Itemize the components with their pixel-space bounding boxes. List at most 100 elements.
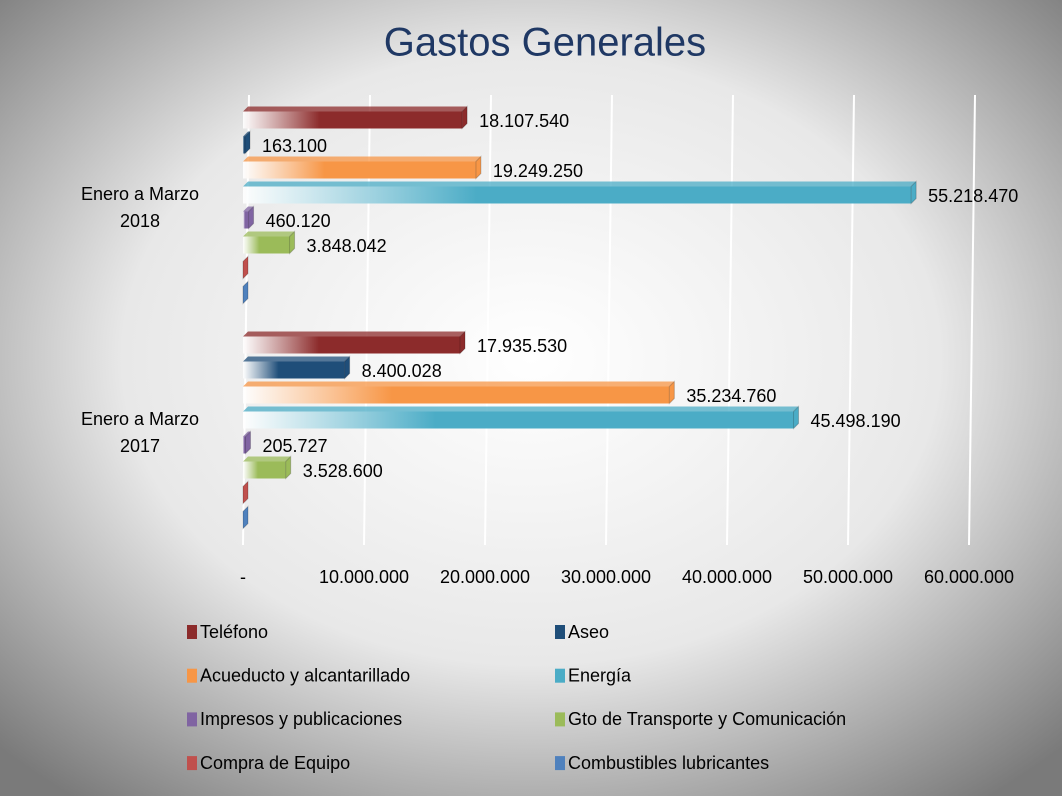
data-label: 19.249.250 xyxy=(493,161,583,181)
bar-side xyxy=(475,155,482,180)
bar-side xyxy=(344,355,351,380)
bar-side xyxy=(289,230,296,255)
legend-label: Aseo xyxy=(568,622,609,642)
bar-side xyxy=(242,255,249,280)
data-label: 55.218.470 xyxy=(928,186,1018,206)
x-tick-label: 60.000.000 xyxy=(924,567,1014,587)
legend-label: Energía xyxy=(568,665,632,685)
bar xyxy=(243,130,251,155)
bar xyxy=(243,380,675,405)
legend-swatch xyxy=(187,712,197,727)
data-label: 8.400.028 xyxy=(362,361,442,381)
legend-swatch xyxy=(187,625,197,639)
bar-top xyxy=(243,106,468,112)
x-tick-label: 20.000.000 xyxy=(440,567,530,587)
bar-face xyxy=(243,386,670,404)
grid-line xyxy=(847,94,855,546)
bar xyxy=(243,205,255,230)
bar-side xyxy=(459,330,466,355)
bar-side xyxy=(910,180,917,205)
bar xyxy=(243,330,466,355)
bar-top xyxy=(243,331,466,337)
bar-top xyxy=(243,181,917,187)
bar xyxy=(242,480,249,505)
bar-side xyxy=(242,505,249,530)
bar-top xyxy=(243,156,481,162)
bar-face xyxy=(243,161,476,179)
bar xyxy=(243,355,351,380)
bar xyxy=(242,280,249,305)
legend-swatch xyxy=(555,668,565,683)
bar-face xyxy=(243,461,286,479)
grid-line xyxy=(605,94,613,546)
bar-side xyxy=(461,105,468,130)
bar-side xyxy=(242,480,249,505)
bar xyxy=(243,405,800,430)
data-label: 35.234.760 xyxy=(686,386,776,406)
legend-swatch xyxy=(555,625,565,639)
bar-side xyxy=(244,130,251,155)
bar-side xyxy=(244,430,251,455)
legend-swatch xyxy=(187,668,197,683)
bar xyxy=(243,230,296,255)
bar-face xyxy=(243,186,912,204)
bar-face xyxy=(243,111,463,129)
y-tick-label: Enero a Marzo 2018 xyxy=(80,183,200,231)
legend-swatch xyxy=(555,756,565,771)
bar xyxy=(243,155,482,180)
grid-line xyxy=(726,94,734,546)
x-tick-label: 50.000.000 xyxy=(803,567,893,587)
bar-top xyxy=(243,356,350,362)
bar-top xyxy=(243,406,799,412)
data-label: 45.498.190 xyxy=(811,411,901,431)
bar xyxy=(243,105,468,130)
legend-label: Impresos y publicaciones xyxy=(200,709,402,729)
bar-face xyxy=(243,136,245,154)
legend-label: Teléfono xyxy=(200,622,268,642)
data-label: 3.848.042 xyxy=(307,236,387,256)
bar-top xyxy=(243,431,251,437)
legend-label: Gto de Transporte y Comunicación xyxy=(568,709,846,729)
bar-top xyxy=(243,381,675,387)
legend-label: Combustibles lubricantes xyxy=(568,753,769,773)
bar-side xyxy=(285,455,292,480)
data-label: 205.727 xyxy=(262,436,327,456)
bar xyxy=(243,455,292,480)
data-label: 18.107.540 xyxy=(479,111,569,131)
grid-line xyxy=(968,94,976,546)
x-tick-label: - xyxy=(240,567,246,587)
bar-side xyxy=(668,380,675,405)
bar-face xyxy=(243,236,290,254)
x-tick-label: 40.000.000 xyxy=(682,567,772,587)
bar-face xyxy=(243,411,794,429)
x-tick-label: 10.000.000 xyxy=(319,567,409,587)
bar-top xyxy=(243,206,254,212)
bar-top xyxy=(243,131,250,137)
bar-face xyxy=(243,361,345,379)
x-tick-label: 30.000.000 xyxy=(561,567,651,587)
bar-face xyxy=(243,436,246,454)
bar-top xyxy=(243,231,295,237)
bar-side xyxy=(793,405,800,430)
legend-label: Compra de Equipo xyxy=(200,753,350,773)
data-label: 17.935.530 xyxy=(477,336,567,356)
bar-side xyxy=(242,280,249,305)
bar xyxy=(242,255,249,280)
legend-swatch xyxy=(187,756,197,771)
data-label: 3.528.600 xyxy=(303,461,383,481)
legend-label: Acueducto y alcantarillado xyxy=(200,665,410,685)
bar-top xyxy=(243,456,291,462)
bar xyxy=(243,430,251,455)
data-label: 163.100 xyxy=(262,136,327,156)
bar xyxy=(242,505,249,530)
bar-face xyxy=(243,211,249,229)
bar-face xyxy=(243,336,461,354)
bar-side xyxy=(248,205,255,230)
data-label: 460.120 xyxy=(266,211,331,231)
bar xyxy=(243,180,917,205)
grid-line xyxy=(484,94,492,546)
chart-title: Gastos Generales xyxy=(384,21,706,65)
y-tick-label: Enero a Marzo 2017 xyxy=(80,408,200,456)
